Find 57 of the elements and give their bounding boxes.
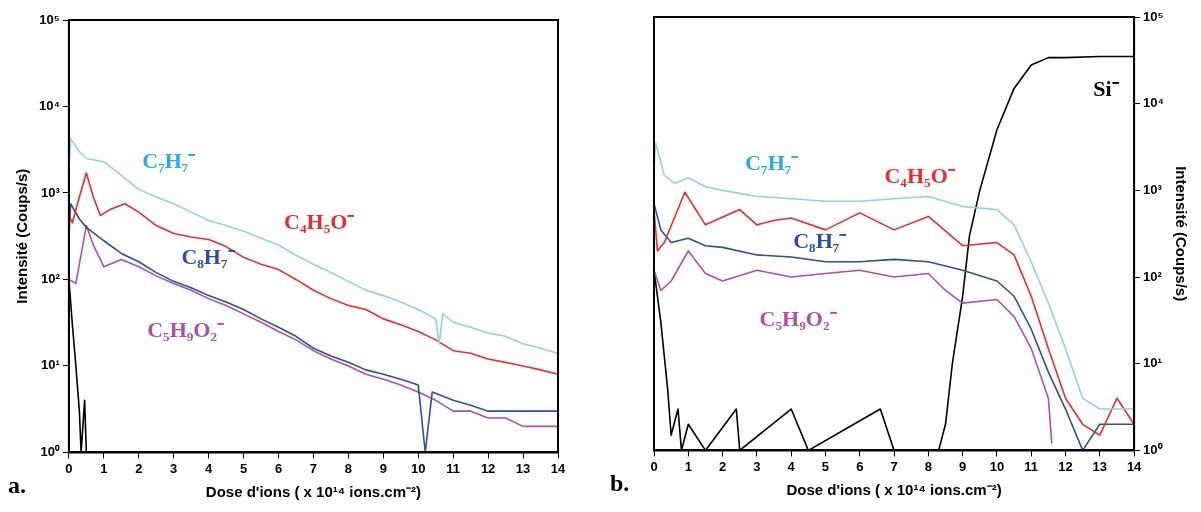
y-tick-label: 10³ bbox=[41, 184, 61, 200]
x-tick-label: 4 bbox=[205, 460, 214, 476]
x-tick-label: 5 bbox=[821, 458, 830, 474]
x-tick-label: 13 bbox=[515, 460, 531, 476]
x-tick-label: 7 bbox=[890, 458, 898, 474]
x-tick-label: 13 bbox=[1092, 458, 1108, 474]
series-label: C₈H₇⁻ bbox=[181, 243, 236, 269]
y-tick-label: 10⁵ bbox=[39, 11, 60, 27]
x-tick-label: 6 bbox=[856, 458, 864, 474]
y2-tick-label: 10⁴ bbox=[1143, 95, 1164, 111]
x-tick-label: 8 bbox=[924, 458, 932, 474]
x-tick-label: 12 bbox=[480, 460, 496, 476]
series-label: C₈H₇⁻ bbox=[793, 228, 848, 254]
x-tick-label: 12 bbox=[1058, 458, 1073, 474]
x-tick-label: 7 bbox=[309, 460, 318, 476]
x-tick-label: 3 bbox=[170, 460, 178, 476]
x-tick-label: 1 bbox=[100, 460, 108, 476]
series-label: C₄H₅O⁻ bbox=[884, 163, 956, 189]
x-tick-label: 2 bbox=[718, 458, 727, 474]
x-axis-title: Dose d'ions ( x 10¹⁴ ions.cm⁻²) bbox=[205, 483, 422, 501]
text: a. bbox=[8, 471, 26, 498]
x-axis-title: Dose d'ions ( x 10¹⁴ ions.cm⁻²) bbox=[786, 481, 1002, 499]
x-tick-label: 10 bbox=[989, 458, 1005, 474]
x-tick-label: 1 bbox=[684, 458, 692, 474]
x-tick-label: 4 bbox=[787, 458, 796, 474]
x-tick-label: 2 bbox=[135, 460, 143, 476]
y2-tick-label: 10⁵ bbox=[1143, 8, 1164, 24]
series-label: C₄H₅O⁻ bbox=[284, 208, 356, 234]
y-tick-label: 10⁰ bbox=[40, 443, 60, 459]
y2-tick-label: 10⁰ bbox=[1143, 441, 1163, 457]
y2-tick-label: 10³ bbox=[1143, 181, 1163, 197]
x-tick-label: 9 bbox=[959, 458, 967, 474]
x-tick-label: 9 bbox=[379, 460, 387, 476]
x-tick-label: 3 bbox=[753, 458, 761, 474]
x-tick-label: 11 bbox=[446, 460, 461, 476]
series-label: Si⁻ bbox=[1093, 76, 1120, 102]
x-tick-label: 0 bbox=[65, 460, 73, 476]
y-tick-label: 10² bbox=[41, 271, 61, 287]
x-tick-label: 8 bbox=[344, 460, 352, 476]
x-tick-label: 6 bbox=[274, 460, 283, 476]
series-label: C₅H₉O₂⁻ bbox=[759, 306, 838, 332]
x-tick-label: 0 bbox=[650, 458, 658, 474]
y-axis-title: Intensité (Coups/s) bbox=[13, 168, 31, 304]
y2-axis-title: Intensité (Coups/s) bbox=[1172, 166, 1190, 302]
x-tick-label: 14 bbox=[550, 460, 566, 476]
series-label: C₇H₇⁻ bbox=[745, 150, 800, 176]
y-tick-label: 10¹ bbox=[41, 357, 60, 373]
x-tick-label: 10 bbox=[411, 460, 426, 476]
x-tick-label: 5 bbox=[239, 460, 248, 476]
y2-tick-label: 10² bbox=[1143, 268, 1163, 284]
series-label: C₅H₉O₂⁻ bbox=[147, 317, 226, 343]
series-label: C₇H₇⁻ bbox=[142, 148, 197, 174]
x-tick-label: 11 bbox=[1024, 458, 1039, 474]
x-tick-label: 14 bbox=[1126, 458, 1143, 474]
text: b. bbox=[610, 469, 630, 496]
y2-tick-label: 10¹ bbox=[1143, 355, 1162, 371]
y-tick-label: 10⁴ bbox=[39, 98, 60, 114]
